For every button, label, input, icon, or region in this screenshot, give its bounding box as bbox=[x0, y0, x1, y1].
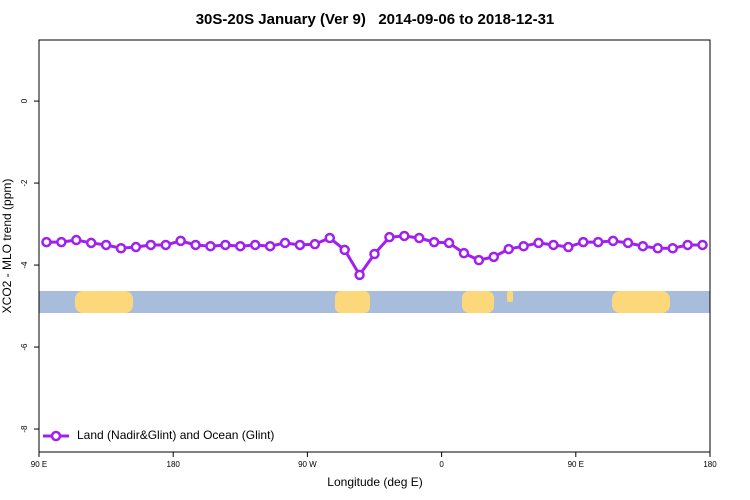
y-tick-label: -4 bbox=[20, 261, 29, 269]
data-point bbox=[697, 239, 708, 251]
data-point bbox=[443, 237, 455, 249]
data-point bbox=[413, 232, 425, 244]
x-tick-label: 90 E bbox=[31, 460, 47, 469]
data-point bbox=[592, 236, 604, 248]
legend-marker bbox=[50, 430, 62, 442]
x-axis-label: Longitude (deg E) bbox=[327, 475, 422, 489]
data-point bbox=[235, 240, 246, 252]
data-point bbox=[428, 236, 440, 248]
data-point bbox=[354, 269, 365, 281]
land bbox=[335, 291, 370, 313]
data-point bbox=[249, 239, 261, 251]
land bbox=[75, 291, 133, 313]
data-point bbox=[220, 239, 231, 251]
y-tick-label: 0 bbox=[20, 98, 29, 103]
data-point bbox=[85, 237, 97, 249]
data-point bbox=[637, 240, 649, 252]
legend-label: Land (Nadir&Glint) and Ocean (Glint) bbox=[77, 428, 274, 442]
land bbox=[462, 291, 494, 313]
data-point bbox=[607, 235, 619, 247]
data-point bbox=[667, 243, 678, 254]
data-point bbox=[518, 240, 529, 252]
data-point bbox=[205, 240, 216, 252]
x-tick-label: 180 bbox=[167, 460, 181, 469]
data-point bbox=[294, 239, 306, 251]
data-point bbox=[160, 239, 171, 251]
data-point bbox=[56, 236, 67, 248]
data-point bbox=[384, 231, 395, 243]
plot-frame bbox=[38, 39, 711, 453]
data-point bbox=[190, 239, 201, 251]
data-point bbox=[533, 237, 544, 249]
x-tick-label: 0 bbox=[439, 460, 444, 469]
x-tick-label: 180 bbox=[703, 460, 717, 469]
data-point bbox=[71, 234, 82, 246]
map-strip bbox=[39, 291, 710, 313]
data-point bbox=[488, 251, 500, 263]
data-point bbox=[503, 243, 514, 255]
x-tick-label: 90 E bbox=[568, 460, 584, 469]
y-tick-label: -8 bbox=[20, 425, 29, 433]
y-tick-label: -2 bbox=[20, 179, 29, 187]
data-point bbox=[458, 247, 470, 259]
data-point bbox=[309, 238, 321, 250]
data-point bbox=[115, 243, 127, 254]
ocean bbox=[39, 291, 710, 313]
data-point bbox=[548, 239, 559, 251]
data-point bbox=[100, 239, 112, 251]
data-point bbox=[652, 243, 664, 254]
data-point bbox=[578, 236, 589, 248]
data-point bbox=[264, 240, 276, 252]
y-tick-label: -6 bbox=[20, 343, 29, 351]
data-point bbox=[473, 254, 485, 266]
data-point bbox=[130, 241, 142, 253]
land bbox=[507, 291, 513, 302]
data-point bbox=[399, 230, 410, 242]
chart-title: 30S-20S January (Ver 9) 2014-09-06 to 20… bbox=[196, 11, 555, 28]
data-point bbox=[324, 232, 336, 244]
data-point bbox=[622, 237, 634, 249]
y-axis-label: XCO2 - MLO trend (ppm) bbox=[0, 179, 14, 314]
data-point bbox=[563, 241, 574, 253]
data-point bbox=[41, 236, 52, 248]
land bbox=[612, 291, 670, 313]
data-point bbox=[145, 239, 157, 251]
data-point bbox=[339, 244, 350, 256]
data-point bbox=[682, 239, 693, 251]
data-point bbox=[369, 248, 380, 260]
x-tick-label: 90 W bbox=[298, 460, 317, 469]
data-point bbox=[175, 235, 186, 247]
data-point bbox=[279, 237, 291, 249]
